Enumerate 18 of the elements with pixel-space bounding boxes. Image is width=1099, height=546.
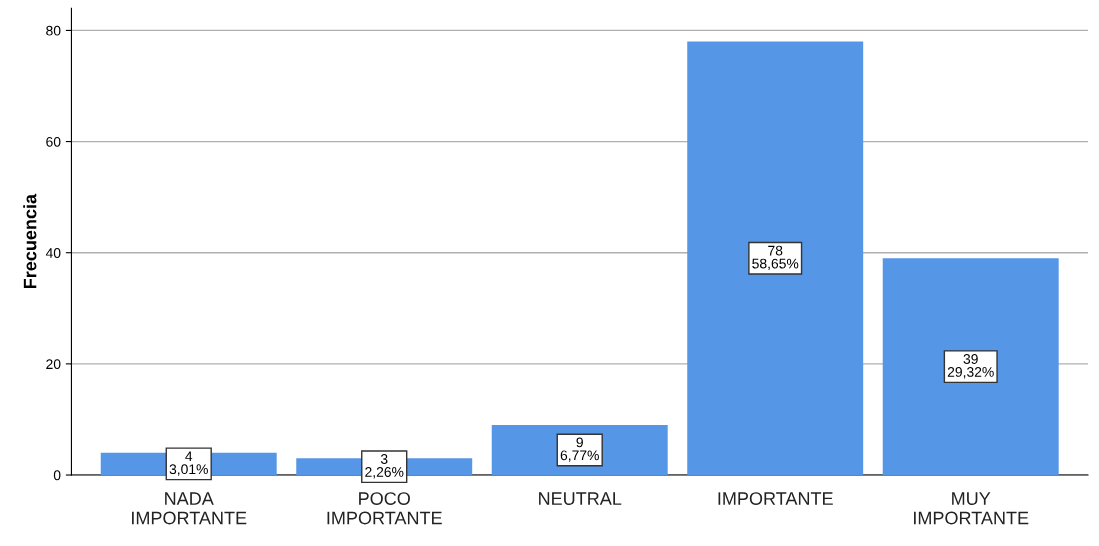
x-tick-label: NADA IMPORTANTE bbox=[132, 492, 247, 525]
x-tick-label: IMPORTANTE bbox=[718, 492, 833, 505]
data-label: 3 2,26% bbox=[365, 454, 404, 479]
data-label: 78 58,65% bbox=[752, 245, 799, 271]
y-tick-label: 80 bbox=[46, 25, 61, 36]
data-label: 9 6,77% bbox=[560, 437, 599, 462]
y-tick-label: 60 bbox=[46, 136, 61, 147]
y-tick-label: 0 bbox=[53, 470, 61, 481]
x-tick-label: NEUTRAL bbox=[539, 492, 622, 505]
x-tick-label: MUY IMPORTANTE bbox=[914, 492, 1029, 525]
bar bbox=[882, 258, 1059, 476]
x-tick-label: POCO IMPORTANTE bbox=[327, 492, 442, 525]
y-tick-label: 20 bbox=[46, 359, 61, 370]
y-axis-title: Frecuencia bbox=[23, 193, 37, 289]
data-label: 4 3,01% bbox=[169, 451, 208, 476]
y-tick-label: 40 bbox=[45, 248, 61, 258]
bar bbox=[687, 41, 864, 476]
data-label: 39 29,32% bbox=[947, 354, 994, 379]
